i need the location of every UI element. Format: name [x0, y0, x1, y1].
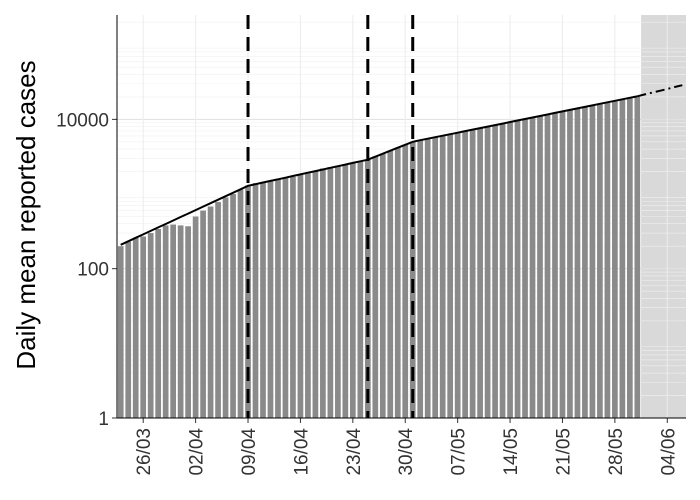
bar	[387, 150, 394, 419]
bar	[267, 180, 274, 418]
y-tick-label: 10000	[56, 110, 109, 131]
bar	[170, 224, 176, 418]
bar	[222, 197, 229, 418]
bar	[185, 226, 191, 418]
bar	[627, 98, 633, 418]
bar	[432, 137, 439, 418]
x-tick-label: 23/04	[344, 428, 365, 476]
bar	[439, 135, 446, 419]
bar	[379, 153, 386, 419]
x-tick-label: 16/04	[291, 428, 312, 476]
x-tick-label: 09/04	[239, 428, 260, 476]
bar	[462, 131, 468, 418]
bar	[499, 123, 506, 418]
bar	[634, 96, 641, 419]
bar	[252, 183, 259, 418]
x-tick-label: 04/06	[658, 428, 679, 476]
bar	[349, 163, 356, 418]
bar	[589, 105, 596, 418]
bar	[507, 122, 513, 418]
bar	[559, 111, 566, 418]
y-tick-label: 1	[98, 409, 109, 430]
bar	[567, 110, 573, 418]
bar	[417, 140, 424, 419]
bar	[215, 202, 221, 418]
bar	[147, 233, 154, 418]
bar	[117, 246, 124, 418]
bar	[125, 241, 132, 418]
x-tick-label: 21/05	[553, 428, 574, 476]
y-axis-label: Daily mean reported cases	[11, 60, 41, 369]
x-tick-label: 26/03	[134, 428, 155, 476]
bar	[312, 171, 319, 418]
bar	[604, 102, 611, 419]
bar	[537, 116, 543, 419]
bar	[237, 189, 244, 418]
bar	[514, 120, 521, 418]
bar	[327, 167, 334, 418]
bar	[372, 156, 379, 418]
bar	[492, 125, 498, 418]
bar	[207, 206, 214, 418]
x-tick-label: 02/04	[187, 428, 208, 476]
bar	[297, 174, 304, 418]
projection-line	[637, 84, 683, 98]
bar	[574, 108, 581, 419]
bar	[230, 194, 236, 418]
bar	[260, 181, 266, 418]
bar	[155, 229, 162, 418]
bar	[454, 132, 461, 418]
x-tick-label: 07/05	[449, 428, 470, 476]
bar	[469, 129, 476, 419]
bar	[275, 178, 281, 418]
y-tick-label: 100	[77, 260, 109, 281]
bar	[357, 161, 364, 418]
bar	[140, 236, 147, 418]
bar	[177, 225, 184, 418]
x-tick-label: 30/04	[396, 428, 417, 476]
bar	[484, 126, 491, 419]
bar	[394, 147, 401, 418]
bar	[424, 138, 431, 418]
bar	[402, 144, 409, 419]
bar	[305, 173, 311, 418]
bar	[597, 104, 603, 418]
bar	[335, 165, 341, 418]
bar	[132, 237, 139, 418]
bar	[447, 134, 454, 418]
bar	[282, 177, 289, 418]
bar	[552, 113, 558, 419]
bar	[192, 216, 199, 418]
bar	[320, 168, 326, 418]
bar	[200, 210, 206, 418]
bar	[162, 225, 169, 418]
bar	[544, 114, 551, 419]
bar	[612, 101, 618, 418]
bar	[477, 128, 483, 418]
x-tick-label: 14/05	[501, 428, 522, 476]
bar	[582, 107, 588, 418]
bar	[529, 117, 536, 418]
bar	[522, 119, 528, 419]
fit-line	[120, 95, 638, 246]
bar	[290, 176, 296, 418]
bar	[619, 99, 626, 418]
x-tick-label: 28/05	[606, 428, 627, 476]
bar	[342, 164, 349, 418]
